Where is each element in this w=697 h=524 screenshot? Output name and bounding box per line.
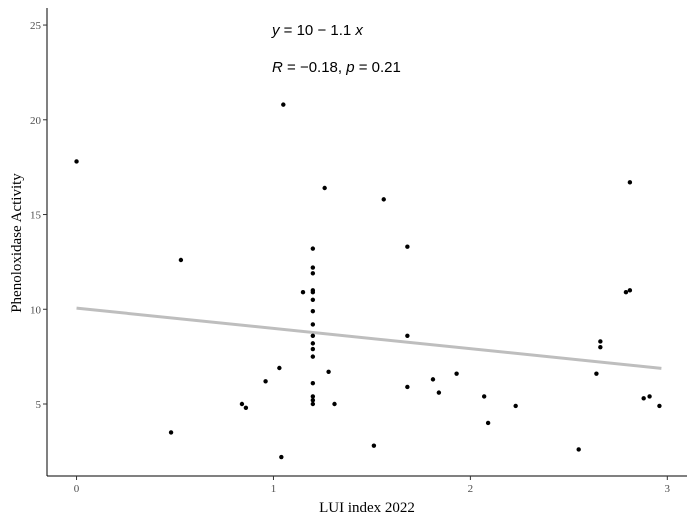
data-point	[430, 377, 436, 382]
data-point	[481, 394, 487, 399]
data-point	[310, 308, 316, 314]
data-point	[310, 290, 316, 295]
stats-p-symbol: p	[345, 59, 354, 76]
x-tick-label: 2	[468, 483, 474, 495]
data-point	[322, 185, 327, 191]
data-point	[310, 394, 316, 399]
data-point	[623, 290, 629, 295]
x-axis-title: LUI index 2022	[319, 500, 415, 516]
data-point	[598, 339, 603, 344]
data-point	[647, 394, 652, 399]
data-point	[627, 180, 633, 185]
data-point	[454, 371, 459, 376]
stats-p-value: = 0.21	[355, 59, 401, 76]
data-point	[74, 159, 79, 164]
data-point	[310, 341, 316, 346]
y-ticks: 5 10 15 20 25	[30, 20, 47, 411]
x-tick-label: 1	[271, 483, 277, 495]
points-layer	[74, 102, 662, 460]
data-point	[657, 403, 662, 409]
y-tick-label: 15	[30, 210, 42, 222]
data-point	[641, 396, 646, 401]
stats-r-value: = −0.18,	[283, 59, 346, 76]
y-tick-label: 20	[30, 115, 42, 127]
data-point	[371, 443, 377, 448]
data-point	[436, 390, 442, 395]
data-point	[627, 288, 633, 293]
data-point	[310, 401, 316, 407]
data-point	[168, 430, 174, 435]
data-point	[310, 398, 316, 403]
data-point	[405, 384, 410, 390]
data-point	[310, 322, 316, 327]
y-tick-label: 25	[30, 20, 42, 32]
y-tick-label: 10	[30, 304, 42, 316]
stats-r-symbol: R	[272, 59, 283, 76]
data-point	[310, 333, 316, 338]
x-tick-label: 3	[665, 483, 671, 495]
stats-annotation: R = −0.18, p = 0.21	[272, 59, 401, 76]
data-point	[300, 290, 306, 295]
data-point	[381, 197, 386, 202]
data-point	[594, 371, 599, 376]
data-point	[281, 102, 286, 107]
equation-rhs: = 10 − 1.1	[280, 22, 356, 39]
data-point	[310, 297, 316, 302]
data-point	[310, 354, 316, 359]
equation-var: x	[354, 22, 363, 39]
data-point	[178, 257, 184, 263]
data-point	[310, 265, 316, 270]
data-point	[576, 447, 581, 452]
data-point	[239, 401, 245, 407]
data-point	[485, 420, 491, 426]
equation-lhs: y	[271, 22, 281, 39]
data-point	[513, 403, 518, 409]
trend-line-layer	[76, 306, 662, 370]
trend-line	[76, 306, 662, 370]
data-point	[310, 380, 316, 386]
data-point	[243, 405, 249, 410]
y-tick-label: 5	[36, 399, 42, 411]
data-point	[279, 454, 284, 460]
equation-annotation: y = 10 − 1.1 x	[271, 22, 363, 39]
data-point	[598, 344, 603, 350]
data-point	[332, 401, 337, 407]
x-ticks: 0 1 2 3	[74, 476, 671, 495]
data-point	[310, 346, 316, 352]
data-point	[263, 379, 268, 384]
data-point	[326, 369, 331, 374]
data-point	[405, 333, 410, 338]
data-point	[277, 365, 282, 371]
y-axis-title: Phenoloxidase Activity	[9, 173, 25, 313]
x-tick-label: 0	[74, 483, 80, 495]
data-point	[405, 244, 410, 249]
data-point	[310, 246, 316, 251]
data-point	[310, 271, 316, 276]
